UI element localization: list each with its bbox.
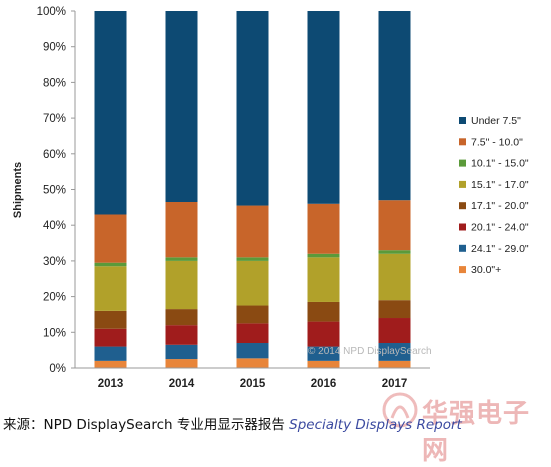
legend-label: 24.1" - 29.0" bbox=[471, 243, 529, 255]
caption-prefix: 来源：NPD DisplaySearch 专业用显示器报告 bbox=[3, 417, 290, 433]
y-axis-title: Shipments bbox=[12, 162, 24, 218]
legend-swatch bbox=[459, 159, 466, 167]
bar-segment bbox=[307, 203, 340, 254]
bar-segment bbox=[94, 214, 127, 263]
bar-segment bbox=[236, 205, 269, 258]
bar-segment bbox=[165, 11, 198, 202]
legend-label: 10.1" - 15.0" bbox=[471, 158, 529, 170]
caption-report-name: Specialty Displays Report bbox=[289, 417, 462, 433]
bar-segment bbox=[378, 250, 411, 254]
y-tick-label: 90% bbox=[43, 42, 66, 54]
source-caption: 来源：NPD DisplaySearch 专业用显示器报告 Specialty … bbox=[3, 413, 462, 433]
y-tick-label: 100% bbox=[37, 6, 66, 18]
x-axis: 2013 2014 2015 2016 2017 bbox=[75, 367, 430, 390]
x-tick-label: 2016 bbox=[311, 378, 337, 390]
legend-label: 7.5" - 10.0" bbox=[471, 136, 523, 148]
bar-segment bbox=[236, 11, 269, 206]
legend: Under 7.5" 7.5" - 10.0" 10.1" - 15.0" 15.1"… bbox=[459, 115, 529, 276]
y-tick-label: 20% bbox=[43, 292, 66, 304]
x-tick-label: 2017 bbox=[382, 378, 408, 390]
bar-segment bbox=[94, 11, 127, 215]
bar-segment bbox=[236, 323, 269, 344]
bar-segment bbox=[307, 360, 340, 368]
bar-segment bbox=[307, 253, 340, 258]
legend-swatch bbox=[459, 223, 466, 231]
y-tick-label: 70% bbox=[43, 113, 66, 125]
bar-segment bbox=[165, 344, 198, 360]
watermark-logo-icon bbox=[382, 392, 418, 428]
bar-segment bbox=[94, 328, 127, 347]
x-tick-label: 2014 bbox=[169, 378, 195, 390]
legend-label: Under 7.5" bbox=[471, 115, 521, 127]
legend-swatch bbox=[459, 202, 466, 210]
bar-segment bbox=[236, 260, 269, 306]
bar-segment bbox=[378, 253, 411, 301]
legend-swatch bbox=[459, 180, 466, 188]
x-tick-label: 2015 bbox=[240, 378, 266, 390]
x-tick-label: 2013 bbox=[98, 378, 124, 390]
bar-segment bbox=[378, 318, 411, 344]
bar-segment bbox=[378, 300, 411, 319]
bar-segment bbox=[236, 257, 269, 261]
bars bbox=[94, 11, 411, 368]
bar-segment bbox=[165, 359, 198, 368]
legend-label: 20.1" - 24.0" bbox=[471, 222, 529, 234]
bar-segment bbox=[94, 310, 127, 329]
legend-label: 30.0"+ bbox=[471, 264, 501, 276]
bar-segment bbox=[94, 266, 127, 311]
y-tick-label: 60% bbox=[43, 149, 66, 161]
bar-segment bbox=[378, 11, 411, 201]
y-tick-label: 10% bbox=[43, 327, 66, 339]
legend-label: 15.1" - 17.0" bbox=[471, 179, 529, 191]
bar-segment bbox=[94, 360, 127, 368]
bar-segment bbox=[236, 358, 269, 368]
y-tick-label: 50% bbox=[43, 185, 66, 197]
bar-segment bbox=[165, 309, 198, 326]
bar-segment bbox=[307, 301, 340, 322]
bar-segment bbox=[307, 346, 340, 361]
bar-segment bbox=[307, 11, 340, 204]
bar-segment bbox=[378, 343, 411, 361]
bar-segment bbox=[94, 262, 127, 267]
y-tick-label: 40% bbox=[43, 220, 66, 232]
bar-segment bbox=[378, 360, 411, 368]
bar-segment bbox=[165, 201, 198, 258]
legend-label: 17.1" - 20.0" bbox=[471, 200, 529, 212]
y-tick-label: 80% bbox=[43, 77, 66, 89]
bar-segment bbox=[165, 257, 198, 261]
y-tick-label: 0% bbox=[49, 363, 66, 375]
bar-segment bbox=[307, 257, 340, 302]
bar-segment bbox=[307, 321, 340, 347]
bar-segment bbox=[378, 200, 411, 251]
bar-segment bbox=[236, 305, 269, 324]
chart: 0%10%20%30%40%50%60%70%80%90%100% 2013 20… bbox=[12, 6, 529, 390]
bar-segment bbox=[165, 260, 198, 310]
bar-segment bbox=[236, 343, 269, 359]
copyright-annotation: © 2014 NPD DisplaySearch bbox=[308, 346, 432, 357]
legend-swatch bbox=[459, 266, 466, 274]
legend-swatch bbox=[459, 117, 466, 124]
y-axis: 0% 10% 20% 30% 40% 50% 60% 70% 80% 90% 100% bbox=[37, 6, 76, 375]
bar-segment bbox=[94, 346, 127, 361]
legend-swatch bbox=[459, 138, 466, 146]
legend-swatch bbox=[459, 244, 466, 252]
bar-segment bbox=[165, 325, 198, 345]
y-tick-label: 30% bbox=[43, 256, 66, 268]
